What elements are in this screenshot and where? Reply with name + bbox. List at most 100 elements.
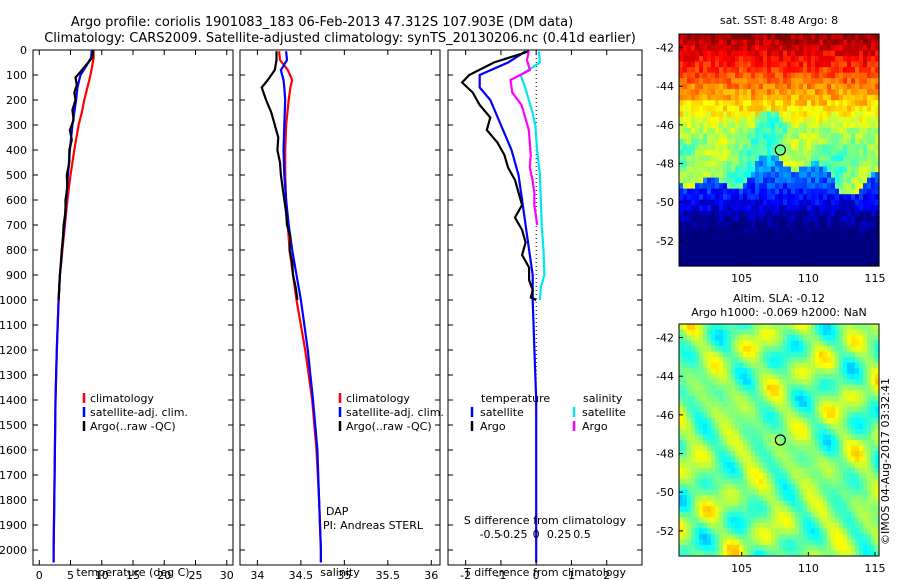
map-y-tick-label: -52 [656,235,674,248]
heatmap-cell [819,221,824,228]
heatmap-cell [815,127,820,135]
heatmap-cell [843,517,848,524]
heatmap-cell [723,395,728,402]
heatmap-cell [843,533,848,541]
heatmap-cell [755,489,760,496]
heatmap-cell [727,423,732,430]
heatmap-cell [855,351,860,358]
heatmap-cell [727,362,732,369]
heatmap-cell [867,83,872,90]
heatmap-cell [747,61,752,68]
heatmap-cell [707,227,712,234]
heatmap-cell [767,89,772,96]
heatmap-cell [851,528,856,535]
heatmap-cell [855,357,860,364]
heatmap-cell [691,434,696,441]
heatmap-cell [783,221,788,228]
heatmap-cell [799,56,804,63]
heatmap-cell [731,45,736,52]
heatmap-cell [763,177,768,184]
heatmap-cell [823,379,828,386]
heatmap-cell [823,127,828,135]
heatmap-cell [835,362,840,369]
heatmap-cell [767,340,772,347]
heatmap-cell [775,177,780,184]
heatmap-cell [779,166,784,173]
heatmap-cell [811,362,816,369]
heatmap-cell [695,133,700,140]
heatmap-cell [839,428,844,436]
heatmap-cell [863,467,868,474]
heatmap-cell [803,467,808,474]
heatmap-cell [871,368,876,375]
heatmap-cell [823,210,828,217]
heatmap-cell [711,522,716,529]
heatmap-cell [719,194,724,201]
heatmap-cell [803,401,808,408]
heatmap-cell [823,384,828,391]
heatmap-cell [807,517,812,524]
heatmap-cell [755,456,760,463]
heatmap-cell [707,155,712,162]
heatmap-cell [871,105,876,112]
heatmap-cell [827,210,832,217]
heatmap-cell [823,105,828,112]
heatmap-cell [827,183,832,190]
heatmap-cell [699,401,704,408]
heatmap-cell [859,221,864,228]
heatmap-cell [695,362,700,369]
heatmap-cell [691,335,696,342]
heatmap-cell [851,150,856,157]
heatmap-cell [763,428,768,436]
heatmap-cell [759,451,764,458]
heatmap-cell [747,528,752,535]
heatmap-cell [743,506,748,513]
heatmap-cell [723,111,728,118]
heatmap-cell [707,216,712,223]
heatmap-cell [727,379,732,386]
heatmap-cell [751,172,756,179]
heatmap-cell [735,456,740,463]
heatmap-cell [835,133,840,140]
heatmap-cell [719,484,724,491]
heatmap-cell [855,434,860,441]
heatmap-cell [683,412,688,419]
heatmap-cell [711,412,716,419]
heatmap-cell [795,390,800,397]
heatmap-cell [735,368,740,375]
heatmap-cell [727,94,732,101]
heatmap-cell [835,177,840,184]
heatmap-cell [847,456,852,463]
heatmap-cell [755,484,760,491]
heatmap-cell [779,138,784,146]
heatmap-cell [727,528,732,535]
heatmap-cell [679,467,684,474]
heatmap-cell [683,428,688,436]
heatmap-cell [779,78,784,85]
heatmap-cell [703,61,708,68]
heatmap-cell [847,351,852,358]
heatmap-cell [687,133,692,140]
heatmap-cell [763,155,768,162]
heatmap-cell [807,379,812,386]
heatmap-cell [803,166,808,173]
heatmap-cell [731,144,736,151]
heatmap-cell [687,78,692,85]
heatmap-cell [747,428,752,436]
heatmap-cell [803,484,808,491]
heatmap-cell [743,254,748,262]
heatmap-cell [855,462,860,469]
heatmap-cell [823,61,828,68]
heatmap-cell [731,133,736,140]
heatmap-cell [791,72,796,79]
heatmap-cell [775,205,780,212]
heatmap-cell [791,368,796,375]
heatmap-cell [747,227,752,234]
heatmap-cell [803,406,808,413]
heatmap-cell [823,221,828,228]
y-tick-label: 700 [6,219,27,232]
heatmap-cell [819,451,824,458]
heatmap-cell [763,357,768,364]
heatmap-cell [771,144,776,151]
heatmap-cell [787,232,792,239]
